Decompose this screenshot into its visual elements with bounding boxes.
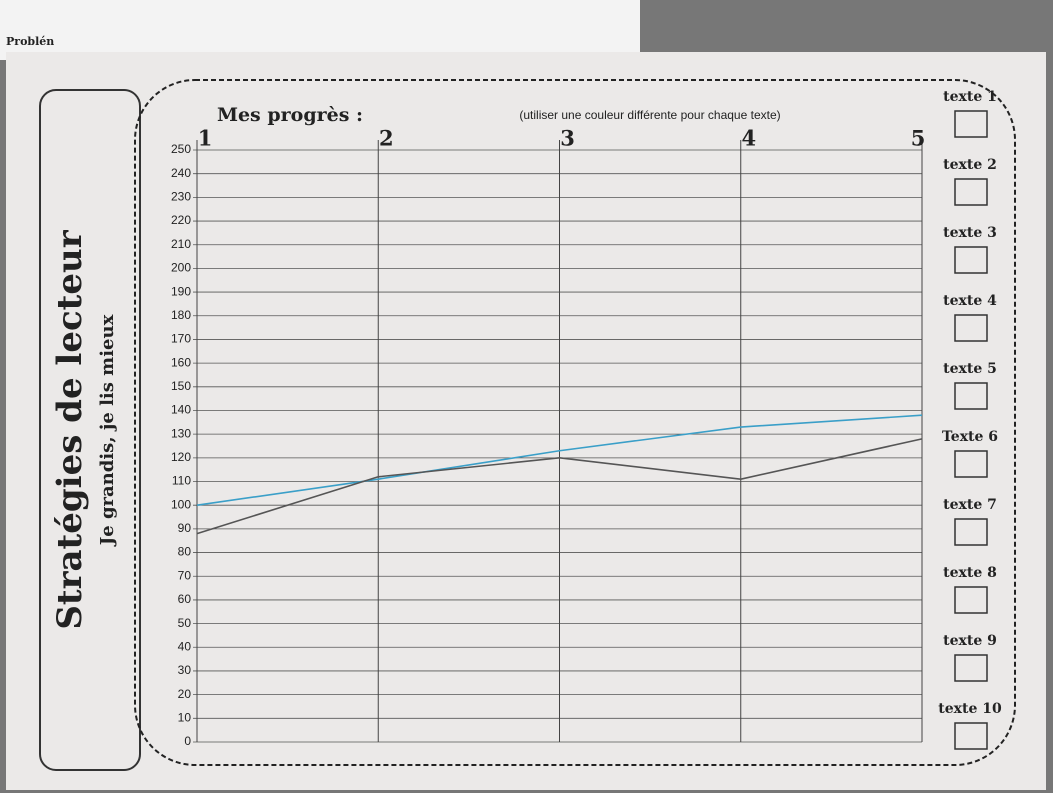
x-tick-label: 2	[379, 126, 394, 151]
y-tick-label: 50	[178, 616, 192, 630]
x-tick-label: 1	[198, 126, 213, 151]
y-tick-label: 20	[178, 687, 192, 701]
y-tick-label: 160	[171, 355, 191, 369]
y-tick-label: 90	[178, 521, 192, 535]
underlying-sheet	[0, 0, 640, 60]
x-tick-label: 4	[741, 126, 756, 151]
y-tick-label: 250	[171, 142, 191, 156]
slot-label: texte 8	[943, 565, 997, 581]
slot-label: texte 1	[943, 89, 997, 105]
slot-label: texte 5	[943, 361, 997, 377]
y-tick-label: 40	[178, 639, 192, 653]
y-tick-label: 170	[171, 332, 191, 346]
y-tick-label: 0	[184, 734, 191, 748]
corner-text: Problén	[6, 35, 54, 48]
slot-label: texte 7	[943, 497, 997, 513]
slot-label: texte 2	[943, 157, 997, 173]
y-tick-label: 10	[178, 710, 192, 724]
paper	[6, 52, 1046, 790]
sidebar-title: Stratégies de lecteur	[50, 229, 90, 629]
slot-label: texte 3	[943, 225, 997, 241]
y-tick-label: 180	[171, 308, 191, 322]
y-tick-label: 60	[178, 592, 192, 606]
x-tick-label: 5	[911, 126, 926, 151]
slot-label: texte 4	[943, 293, 997, 309]
y-tick-label: 100	[171, 497, 191, 511]
y-tick-label: 210	[171, 237, 191, 251]
y-tick-label: 70	[178, 568, 192, 582]
y-tick-label: 220	[171, 213, 191, 227]
x-tick-label: 3	[560, 126, 575, 151]
y-tick-label: 120	[171, 450, 191, 464]
y-tick-label: 130	[171, 426, 191, 440]
slot-label: Texte 6	[942, 429, 998, 445]
y-tick-label: 80	[178, 545, 192, 559]
worksheet-photo: Problén Stratégies de lecteur Je grandis…	[0, 0, 1053, 793]
y-tick-label: 140	[171, 403, 191, 417]
chart-title: Mes progrès :	[217, 104, 363, 126]
slot-label: texte 9	[943, 633, 997, 649]
chart-note: (utiliser une couleur différente pour ch…	[519, 108, 780, 122]
y-tick-label: 230	[171, 190, 191, 204]
y-tick-label: 240	[171, 166, 191, 180]
sidebar-subtitle: Je grandis, je lis mieux	[97, 314, 118, 547]
slot-label: texte 10	[938, 701, 1002, 717]
y-tick-label: 150	[171, 379, 191, 393]
y-tick-label: 30	[178, 663, 192, 677]
y-tick-label: 110	[172, 474, 191, 488]
y-tick-label: 190	[171, 284, 191, 298]
y-tick-label: 200	[171, 261, 191, 275]
